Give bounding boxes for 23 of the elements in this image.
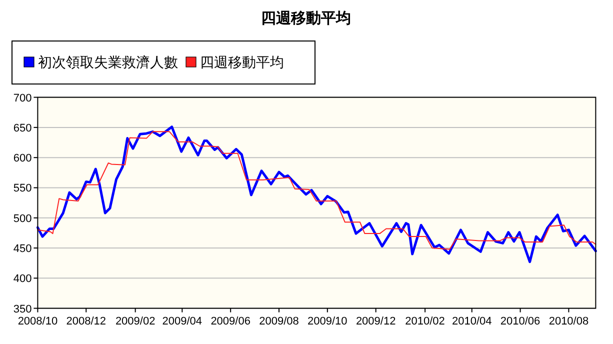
chart-title: 四週移動平均 — [261, 10, 351, 27]
x-tick-label: 2009/02 — [115, 315, 156, 328]
x-tick-label: 2008/10 — [18, 315, 58, 328]
y-tick-label: 650 — [13, 122, 32, 134]
y-tick-label: 600 — [13, 152, 32, 165]
y-tick-label: 700 — [13, 92, 32, 104]
x-tick-label: 2009/06 — [210, 315, 250, 328]
x-tick-label: 2010/02 — [405, 315, 445, 328]
x-tick-label: 2010/06 — [500, 315, 540, 328]
legend-label: 四週移動平均 — [200, 54, 284, 70]
x-tick-label: 2009/04 — [162, 315, 202, 328]
y-tick-label: 500 — [13, 212, 32, 225]
x-tick-label: 2008/12 — [66, 315, 106, 328]
y-tick-label: 350 — [13, 303, 32, 316]
y-tick-label: 450 — [13, 243, 32, 256]
y-tick-label: 400 — [13, 273, 32, 286]
x-tick-label: 2010/08 — [548, 315, 589, 328]
x-tick-label: 2009/12 — [356, 315, 396, 328]
legend-label: 初次領取失業救濟人數 — [38, 54, 178, 70]
x-tick-label: 2010/04 — [452, 315, 492, 328]
x-tick-label: 2009/08 — [259, 315, 299, 328]
x-tick-label: 2009/10 — [308, 315, 348, 328]
y-tick-label: 550 — [13, 182, 32, 195]
